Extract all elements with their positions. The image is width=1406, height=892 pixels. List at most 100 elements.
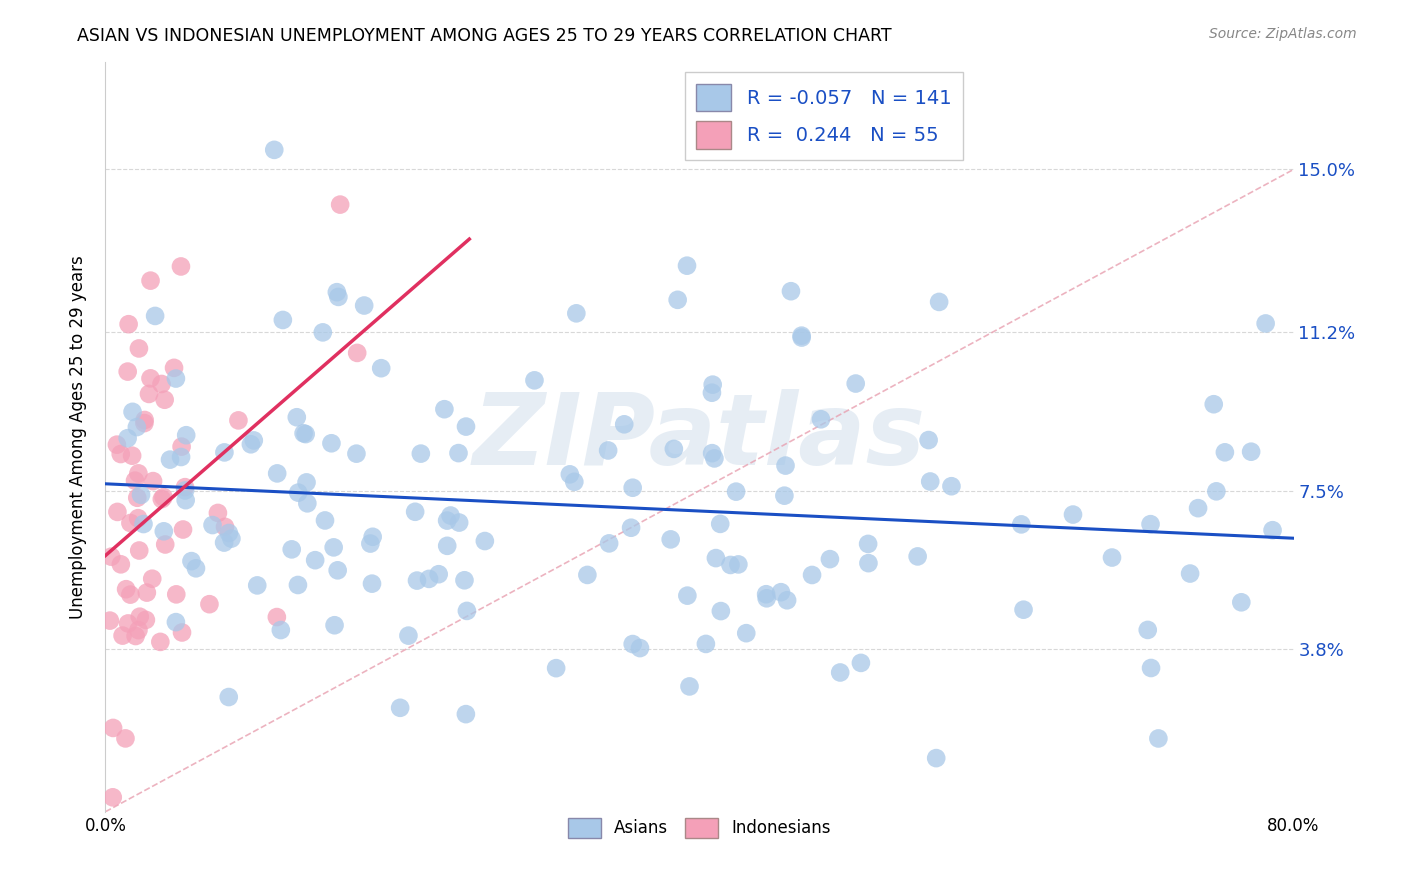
Point <box>776 593 799 607</box>
Point <box>326 563 349 577</box>
Point <box>314 513 336 527</box>
Text: ZIPatlas: ZIPatlas <box>472 389 927 485</box>
Point <box>139 274 162 288</box>
Point <box>115 582 138 597</box>
Point <box>1140 661 1163 675</box>
Point <box>125 420 148 434</box>
Point <box>127 491 149 505</box>
Point <box>114 731 136 746</box>
Point <box>628 641 651 656</box>
Point <box>704 551 727 566</box>
Point <box>150 376 173 391</box>
Point <box>598 443 620 458</box>
Point <box>163 360 186 375</box>
Point <box>111 629 134 643</box>
Point <box>439 508 461 523</box>
Point <box>769 585 792 599</box>
Point <box>323 618 346 632</box>
Legend: Asians, Indonesians: Asians, Indonesians <box>561 811 838 845</box>
Point <box>1213 445 1236 459</box>
Point <box>214 445 236 459</box>
Point <box>801 568 824 582</box>
Point <box>150 492 173 507</box>
Point <box>326 285 349 300</box>
Point <box>174 493 197 508</box>
Point <box>98 614 121 628</box>
Point <box>312 326 335 340</box>
Point <box>294 427 316 442</box>
Point <box>280 542 302 557</box>
Point <box>174 483 197 498</box>
Point <box>621 481 644 495</box>
Point <box>1136 623 1159 637</box>
Point <box>180 554 202 568</box>
Point <box>101 790 124 805</box>
Point <box>702 377 724 392</box>
Point <box>295 475 318 490</box>
Point <box>128 543 150 558</box>
Point <box>907 549 929 564</box>
Y-axis label: Unemployment Among Ages 25 to 29 years: Unemployment Among Ages 25 to 29 years <box>69 255 87 619</box>
Point <box>659 533 682 547</box>
Point <box>418 572 440 586</box>
Point <box>710 604 733 618</box>
Point <box>246 578 269 592</box>
Point <box>287 578 309 592</box>
Point <box>143 309 166 323</box>
Point <box>297 496 319 510</box>
Point <box>676 259 699 273</box>
Point <box>810 412 832 426</box>
Point <box>709 516 731 531</box>
Point <box>433 402 456 417</box>
Point <box>285 410 308 425</box>
Point <box>427 567 450 582</box>
Point <box>1147 731 1170 746</box>
Point <box>598 536 620 550</box>
Point <box>152 490 174 504</box>
Point <box>214 520 236 534</box>
Point <box>780 284 803 298</box>
Point <box>474 534 496 549</box>
Point <box>562 475 585 489</box>
Point <box>613 417 636 432</box>
Point <box>720 558 742 572</box>
Point <box>239 437 262 451</box>
Point <box>243 434 266 448</box>
Point <box>361 530 384 544</box>
Point <box>1254 317 1277 331</box>
Text: Source: ZipAtlas.com: Source: ZipAtlas.com <box>1209 27 1357 41</box>
Point <box>773 489 796 503</box>
Point <box>1139 517 1161 532</box>
Point <box>120 516 142 530</box>
Point <box>132 516 155 531</box>
Point <box>436 539 458 553</box>
Point <box>322 541 344 555</box>
Point <box>1178 566 1201 581</box>
Point <box>454 707 477 722</box>
Point <box>101 721 124 735</box>
Text: ASIAN VS INDONESIAN UNEMPLOYMENT AMONG AGES 25 TO 29 YEARS CORRELATION CHART: ASIAN VS INDONESIAN UNEMPLOYMENT AMONG A… <box>77 27 891 45</box>
Point <box>110 447 132 461</box>
Point <box>1240 444 1263 458</box>
Point <box>141 572 163 586</box>
Point <box>117 365 139 379</box>
Point <box>361 576 384 591</box>
Point <box>329 197 352 211</box>
Point <box>406 574 429 588</box>
Point <box>121 449 143 463</box>
Point <box>328 290 350 304</box>
Point <box>755 587 778 601</box>
Point <box>120 588 142 602</box>
Point <box>700 446 723 460</box>
Point <box>266 610 288 624</box>
Point <box>105 437 128 451</box>
Point <box>436 514 458 528</box>
Point <box>152 524 174 539</box>
Point <box>304 553 326 567</box>
Point <box>703 451 725 466</box>
Point <box>135 613 157 627</box>
Point <box>270 623 292 637</box>
Point <box>129 488 152 502</box>
Point <box>346 346 368 360</box>
Point <box>124 474 146 488</box>
